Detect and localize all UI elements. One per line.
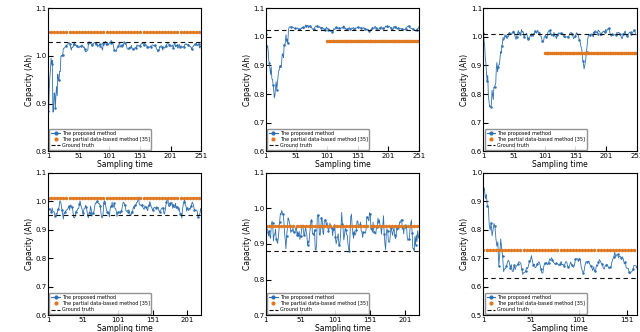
- X-axis label: Sampling time: Sampling time: [97, 160, 152, 169]
- Text: cycle: cycle: [560, 206, 588, 213]
- Y-axis label: Capacity (Ah): Capacity (Ah): [243, 54, 252, 106]
- X-axis label: Sampling time: Sampling time: [532, 160, 588, 169]
- X-axis label: Sampling time: Sampling time: [97, 324, 152, 332]
- Text: (c)  The 501: (c) The 501: [506, 206, 560, 213]
- Text: cycle: cycle: [125, 206, 152, 213]
- Legend: The proposed method, The partial data-based method [35], Ground truth: The proposed method, The partial data-ba…: [485, 129, 587, 150]
- Text: cycle: cycle: [342, 206, 369, 213]
- Y-axis label: Capacity (Ah): Capacity (Ah): [25, 218, 34, 270]
- Text: th: th: [125, 200, 131, 205]
- Text: (a)  The 301: (a) The 301: [70, 206, 125, 213]
- Y-axis label: Capacity (Ah): Capacity (Ah): [460, 218, 469, 270]
- X-axis label: Sampling time: Sampling time: [314, 160, 371, 169]
- Text: (b)  The 401: (b) The 401: [288, 206, 342, 213]
- X-axis label: Sampling time: Sampling time: [532, 324, 588, 332]
- Y-axis label: Capacity (Ah): Capacity (Ah): [243, 218, 252, 270]
- Legend: The proposed method, The partial data-based method [35], Ground truth: The proposed method, The partial data-ba…: [267, 129, 369, 150]
- Legend: The proposed method, The partial data-based method [35], Ground truth: The proposed method, The partial data-ba…: [49, 293, 152, 314]
- Legend: The proposed method, The partial data-based method [35], Ground truth: The proposed method, The partial data-ba…: [49, 129, 152, 150]
- Text: th: th: [560, 200, 566, 205]
- Legend: The proposed method, The partial data-based method [35], Ground truth: The proposed method, The partial data-ba…: [267, 293, 369, 314]
- Legend: The proposed method, The partial data-based method [35], Ground truth: The proposed method, The partial data-ba…: [485, 293, 587, 314]
- Text: th: th: [342, 200, 349, 205]
- Y-axis label: Capacity (Ah): Capacity (Ah): [25, 54, 34, 106]
- Y-axis label: Capacity (Ah): Capacity (Ah): [460, 54, 469, 106]
- X-axis label: Sampling time: Sampling time: [314, 324, 371, 332]
